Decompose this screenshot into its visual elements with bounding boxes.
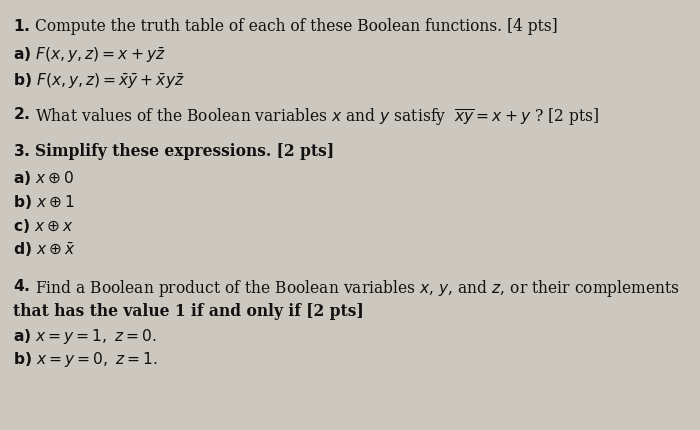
Text: Simplify these expressions. [2 pts]: Simplify these expressions. [2 pts] — [35, 143, 335, 160]
Text: $\mathbf{d)}\ x \oplus \bar{x}$: $\mathbf{d)}\ x \oplus \bar{x}$ — [13, 240, 76, 258]
Text: $\mathbf{b)}\ F(x, y, z) = \bar{x}\bar{y} + \bar{x}y\bar{z}$: $\mathbf{b)}\ F(x, y, z) = \bar{x}\bar{y… — [13, 72, 184, 91]
Text: Find a Boolean product of the Boolean variables $x$, $y$, and $z$, or their comp: Find a Boolean product of the Boolean va… — [35, 277, 680, 298]
Text: $\mathbf{2.}$: $\mathbf{2.}$ — [13, 106, 30, 122]
Text: $\mathbf{c)}\ x \oplus x$: $\mathbf{c)}\ x \oplus x$ — [13, 216, 74, 234]
Text: $\mathbf{b)}\ x = y = 0,\ z = 1.$: $\mathbf{b)}\ x = y = 0,\ z = 1.$ — [13, 350, 158, 369]
Text: $\mathbf{a)}\ F(x, y, z) = x + y\bar{z}$: $\mathbf{a)}\ F(x, y, z) = x + y\bar{z}$ — [13, 46, 165, 65]
Text: What values of the Boolean variables $x$ and $y$ satisfy  $\overline{xy} = x+y$ : What values of the Boolean variables $x$… — [35, 106, 599, 127]
Text: that has the value 1 if and only if [2 pts]: that has the value 1 if and only if [2 p… — [13, 302, 363, 319]
Text: $\mathbf{4.}$: $\mathbf{4.}$ — [13, 277, 30, 293]
Text: Compute the truth table of each of these Boolean functions. [4 pts]: Compute the truth table of each of these… — [35, 18, 558, 35]
Text: $\mathbf{a)}\ x \oplus 0$: $\mathbf{a)}\ x \oplus 0$ — [13, 169, 74, 187]
Text: $\mathbf{b)}\ x \oplus 1$: $\mathbf{b)}\ x \oplus 1$ — [13, 193, 74, 211]
Text: $\mathbf{a)}\ x = y = 1,\ z = 0.$: $\mathbf{a)}\ x = y = 1,\ z = 0.$ — [13, 326, 157, 345]
Text: $\mathbf{3.}$: $\mathbf{3.}$ — [13, 143, 30, 159]
Text: $\mathbf{1.}$: $\mathbf{1.}$ — [13, 18, 30, 34]
